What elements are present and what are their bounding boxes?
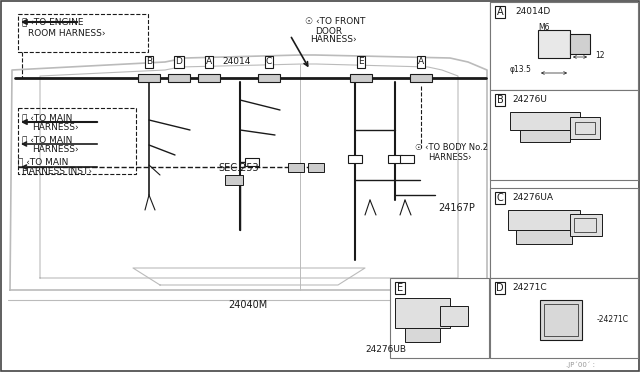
Bar	[544, 304, 578, 336]
Bar	[388, 155, 402, 163]
Text: -24271C: -24271C	[597, 315, 629, 324]
Bar	[540, 300, 582, 340]
Bar	[258, 74, 280, 82]
Text: φ13.5: φ13.5	[510, 65, 532, 74]
Text: A: A	[497, 7, 503, 17]
Text: ☉ ‹TO BODY No.2: ☉ ‹TO BODY No.2	[415, 144, 488, 153]
Text: 24167P: 24167P	[438, 203, 475, 213]
Text: ⓡ ‹TO MAIN: ⓡ ‹TO MAIN	[18, 157, 68, 167]
Bar	[350, 74, 372, 82]
Text: HARNESS INST›: HARNESS INST›	[22, 167, 92, 176]
Bar	[490, 2, 638, 90]
Text: 24014: 24014	[222, 58, 250, 67]
Text: M6: M6	[538, 23, 550, 32]
Text: D: D	[175, 58, 182, 67]
Bar	[18, 14, 148, 52]
Bar	[490, 278, 638, 358]
Bar	[410, 74, 432, 82]
Text: 24014D: 24014D	[515, 7, 550, 16]
Bar	[440, 306, 468, 326]
Text: DOOR: DOOR	[315, 26, 342, 35]
Text: HARNESS›: HARNESS›	[428, 153, 472, 161]
Text: ⓘ ‹TO MAIN: ⓘ ‹TO MAIN	[22, 113, 72, 122]
Bar	[508, 210, 580, 230]
Bar	[348, 155, 362, 163]
Bar	[308, 163, 324, 172]
Text: 24040M: 24040M	[228, 300, 268, 310]
Bar	[245, 158, 259, 166]
Text: D: D	[496, 283, 504, 293]
Bar	[570, 117, 600, 139]
Text: 24276UB: 24276UB	[365, 346, 406, 355]
Text: ⓘ ‹TO MAIN: ⓘ ‹TO MAIN	[22, 135, 72, 144]
Bar	[516, 230, 572, 244]
Text: 24276U: 24276U	[512, 96, 547, 105]
Bar	[390, 278, 489, 358]
Bar	[520, 130, 570, 142]
Text: 24276UA: 24276UA	[512, 193, 553, 202]
Text: B: B	[497, 95, 504, 105]
Bar	[168, 74, 190, 82]
Text: HARNESS›: HARNESS›	[32, 145, 79, 154]
Bar	[400, 155, 414, 163]
Bar	[574, 218, 596, 232]
Bar	[288, 163, 304, 172]
Text: A: A	[418, 58, 424, 67]
Text: 24271C: 24271C	[512, 283, 547, 292]
Text: HARNESS›: HARNESS›	[310, 35, 356, 45]
Text: C: C	[266, 58, 272, 67]
Bar	[198, 74, 220, 82]
Bar	[18, 108, 136, 174]
Bar	[405, 328, 440, 342]
Text: .JP´00´ :: .JP´00´ :	[566, 362, 595, 368]
Bar	[510, 112, 580, 130]
Bar	[138, 74, 160, 82]
Text: E: E	[358, 58, 364, 67]
Bar	[570, 34, 590, 54]
Bar	[395, 298, 450, 328]
Text: SEC.253: SEC.253	[218, 163, 259, 173]
Text: ⓕ ‹TO ENGINE: ⓕ ‹TO ENGINE	[22, 17, 83, 26]
Text: 12: 12	[595, 51, 605, 60]
Bar	[575, 122, 595, 134]
Bar	[538, 30, 570, 58]
Bar	[570, 214, 602, 236]
Bar	[490, 188, 638, 278]
Text: A: A	[206, 58, 212, 67]
Text: ROOM HARNESS›: ROOM HARNESS›	[28, 29, 106, 38]
Text: HARNESS›: HARNESS›	[32, 124, 79, 132]
Text: E: E	[397, 283, 403, 293]
Text: B: B	[146, 58, 152, 67]
Bar	[225, 175, 243, 185]
Bar	[490, 90, 638, 180]
Text: ☉ ‹TO FRONT: ☉ ‹TO FRONT	[305, 17, 365, 26]
Text: C: C	[497, 193, 504, 203]
